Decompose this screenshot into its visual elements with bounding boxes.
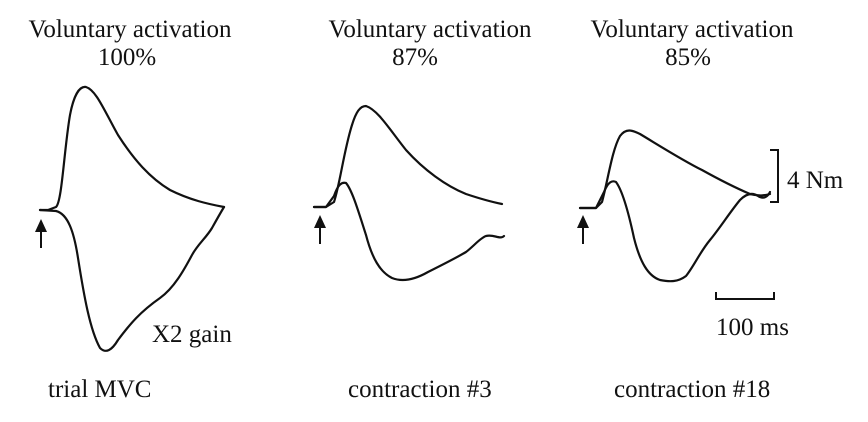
- panel-2-activation-value: 87%: [392, 44, 438, 71]
- torque-scale-bar: [770, 149, 779, 203]
- panel-2-caption: contraction #3: [348, 376, 492, 403]
- panel-3-title: Voluntary activation: [590, 16, 794, 43]
- panel-1-upper-trace: [38, 85, 226, 212]
- panel-3-activation-value: 85%: [665, 44, 711, 71]
- panel-1-title: Voluntary activation: [28, 16, 232, 43]
- panel-1-activation-value: 100%: [97, 44, 157, 71]
- panel-2-title: Voluntary activation: [328, 16, 532, 43]
- panel-2-upper-trace: [312, 104, 504, 209]
- torque-scale-label: 4 Nm: [787, 167, 844, 194]
- gain-label: X2 gain: [152, 321, 232, 348]
- time-scale-bar: [715, 292, 775, 300]
- panel-3-caption: contraction #18: [614, 376, 771, 403]
- panel-1-caption: trial MVC: [48, 376, 152, 403]
- panel-3-upper-trace: [578, 129, 772, 210]
- panel-3-lower-trace: [578, 180, 772, 283]
- panel-3-stimulus-arrow-icon: [577, 215, 589, 244]
- panel-2-lower-trace: [312, 181, 506, 282]
- panel-1-lower-trace: [38, 205, 226, 352]
- panel-2-stimulus-arrow-icon: [314, 215, 326, 244]
- time-scale-label: 100 ms: [716, 314, 789, 341]
- panel-1-stimulus-arrow-icon: [35, 219, 47, 248]
